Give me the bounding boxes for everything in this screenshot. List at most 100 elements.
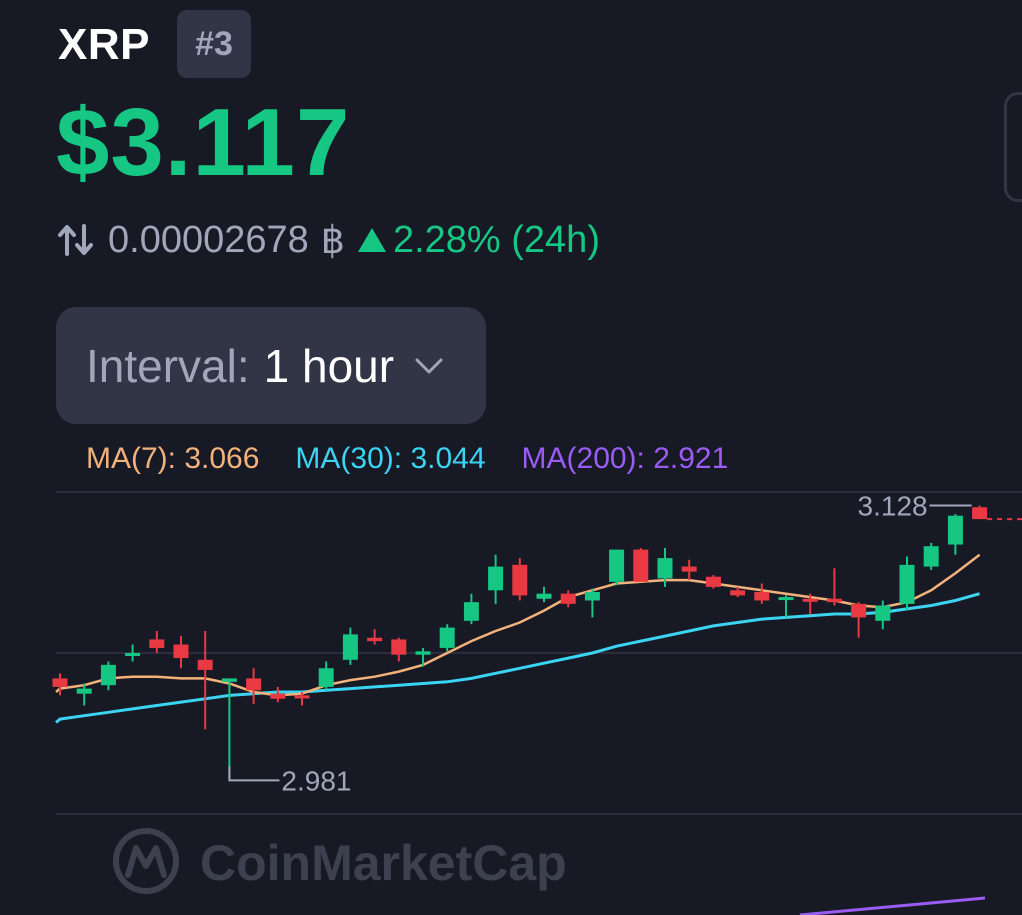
- candle: [681, 559, 697, 581]
- interval-label: Interval:: [86, 339, 250, 392]
- candle: [391, 637, 407, 662]
- ma-legend: MA(7): 3.066 MA(30): 3.044 MA(200): 2.92…: [86, 442, 728, 476]
- candles: [52, 505, 988, 779]
- price-change-24h: 2.28% (24h): [392, 218, 600, 261]
- candle-body: [609, 549, 625, 582]
- coinmarketcap-watermark: CoinMarketCap: [113, 828, 567, 894]
- candle: [947, 514, 963, 555]
- candle-body: [754, 591, 770, 601]
- candle-body: [294, 695, 310, 699]
- candle: [754, 583, 770, 604]
- candle: [76, 683, 92, 706]
- candle: [463, 593, 479, 625]
- candle-body: [947, 515, 963, 545]
- candle-body: [415, 651, 431, 655]
- bitcoin-symbol: ฿: [320, 219, 345, 262]
- candle-body: [246, 678, 262, 691]
- high-marker: 3.128: [858, 491, 972, 522]
- candle-body: [923, 546, 939, 567]
- candle-body: [972, 507, 988, 520]
- interval-value: 1 hour: [263, 339, 395, 392]
- candle-body: [76, 688, 92, 694]
- candle: [923, 542, 939, 570]
- candle: [826, 568, 842, 606]
- interval-dropdown[interactable]: Interval: 1 hour: [56, 307, 486, 424]
- candle-body: [391, 639, 407, 655]
- chevron-down-icon: [415, 358, 443, 373]
- candle: [512, 558, 528, 601]
- ma30-line: [55, 592, 981, 724]
- candle: [802, 593, 818, 615]
- candle-body: [778, 597, 794, 601]
- ma7-label: MA(7): 3.066: [86, 442, 260, 475]
- candle: [173, 636, 189, 669]
- candle-body: [197, 659, 213, 670]
- candle-body: [512, 564, 528, 596]
- candle: [367, 629, 383, 645]
- candle-body: [149, 639, 165, 648]
- candle: [270, 686, 286, 703]
- price-value: $3.117: [56, 89, 351, 196]
- candle-body: [439, 627, 455, 648]
- candle: [560, 590, 576, 608]
- candle: [851, 602, 867, 638]
- candle: [730, 586, 746, 598]
- candle-body: [705, 576, 721, 587]
- candle-body: [875, 605, 891, 621]
- candle: [125, 644, 141, 662]
- candle-body: [463, 602, 479, 621]
- candle-body: [681, 566, 697, 572]
- candle: [584, 588, 600, 618]
- btc-price-row: 0.00002678 ฿ 2.28% (24h): [56, 216, 600, 264]
- candle: [221, 678, 237, 779]
- candle-body: [536, 593, 552, 599]
- candle: [778, 595, 794, 618]
- ma7-line: [55, 553, 981, 697]
- candle-body: [221, 678, 237, 682]
- candle-body: [899, 564, 915, 604]
- candle: [488, 554, 504, 604]
- candle-body: [584, 591, 600, 601]
- chart-grid: [56, 491, 1022, 815]
- candle-body: [100, 664, 116, 686]
- candle: [318, 661, 334, 691]
- watchlist-button[interactable]: [1004, 92, 1022, 202]
- candle-body: [802, 598, 818, 602]
- candle: [609, 549, 625, 586]
- candle-body: [730, 590, 746, 596]
- ma200-label: MA(200): 2.921: [521, 442, 729, 475]
- candle-body: [560, 593, 576, 604]
- watermark-text: CoinMarketCap: [200, 835, 567, 891]
- candle-body: [342, 634, 358, 660]
- candle: [246, 668, 262, 704]
- candle: [197, 630, 213, 730]
- candle-body: [52, 678, 68, 687]
- btc-price-value: 0.00002678: [108, 218, 309, 261]
- candle-body: [270, 693, 286, 699]
- candle-body: [125, 653, 141, 656]
- triangle-up-icon: [357, 228, 386, 252]
- candle: [149, 630, 165, 653]
- coin-name: XRP: [58, 20, 150, 69]
- candle: [439, 624, 455, 652]
- candle: [52, 673, 68, 696]
- candle-body: [367, 637, 383, 642]
- candle: [972, 505, 988, 520]
- candle-body: [657, 558, 673, 579]
- candle: [342, 627, 358, 665]
- low-label: 2.981: [281, 765, 351, 796]
- candle: [100, 661, 116, 691]
- candle-body: [173, 644, 189, 659]
- low-marker: 2.981: [228, 765, 351, 796]
- candle: [633, 547, 649, 582]
- swap-arrows-icon[interactable]: [56, 220, 96, 260]
- candle: [415, 647, 431, 667]
- candle-body: [318, 668, 334, 687]
- candle-body: [826, 598, 842, 603]
- ma30-label: MA(30): 3.044: [295, 442, 486, 475]
- candle: [899, 556, 915, 611]
- ma200-line: [799, 896, 986, 915]
- candle-body: [633, 549, 649, 582]
- candle: [536, 586, 552, 603]
